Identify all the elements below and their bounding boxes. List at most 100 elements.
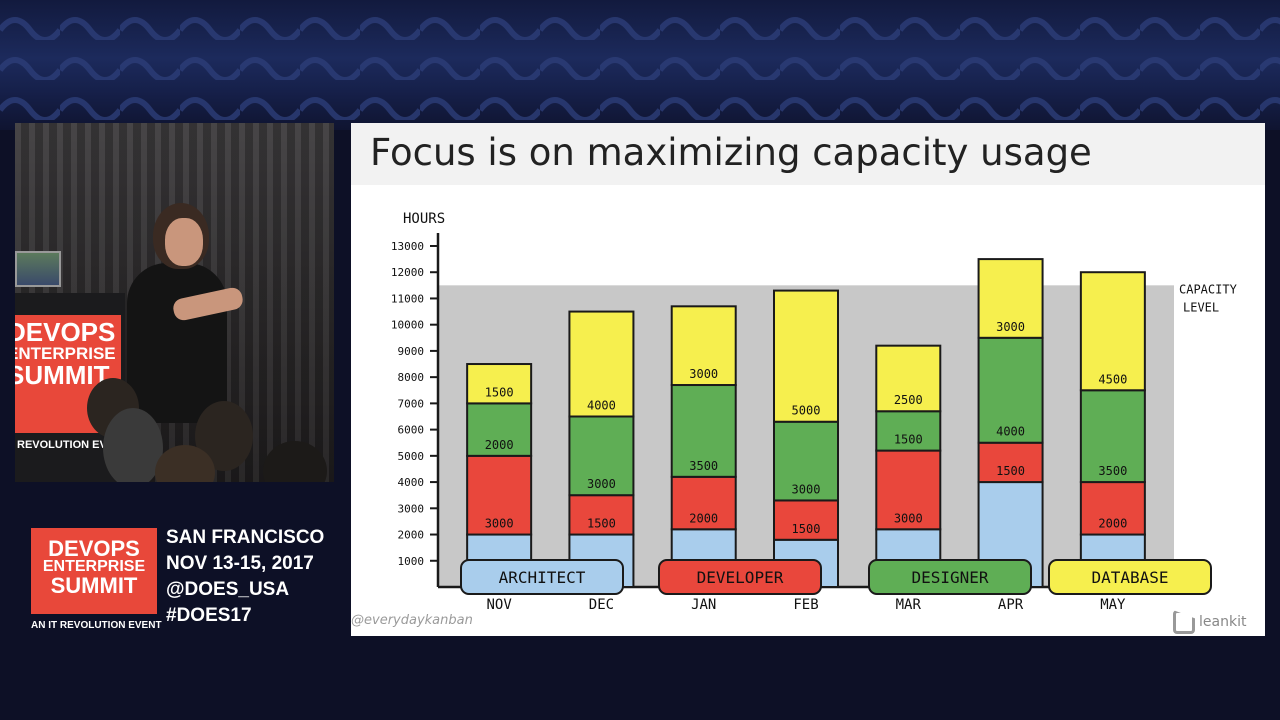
y-tick-label: 3000 — [398, 502, 425, 515]
legend-label: DESIGNER — [911, 568, 988, 587]
bar-value-label: 4000 — [587, 398, 616, 412]
x-tick-label: DEC — [589, 597, 614, 610]
audience-head — [263, 441, 327, 482]
bar-value-label: 4000 — [996, 425, 1025, 439]
leankit-wordmark: leankit — [1199, 614, 1247, 630]
bar-segment — [670, 384, 737, 478]
podium-sign-line: SUMMIT — [15, 360, 110, 390]
logo-line: ENTERPRISE — [42, 558, 146, 575]
slide-credit: @everydaykanban — [351, 613, 473, 628]
bar-value-label: 3000 — [485, 517, 514, 531]
y-tick-label: 6000 — [398, 424, 425, 437]
background-waves — [0, 0, 1280, 130]
bar-value-label: 3000 — [894, 511, 923, 525]
speaker-body — [127, 263, 227, 423]
bar-value-label: 3500 — [1098, 464, 1127, 478]
podium-event-text: REVOLUTION EVE — [15, 435, 121, 457]
bar-segment — [670, 305, 737, 387]
bar-segment — [466, 363, 533, 405]
bar-segment — [875, 449, 942, 531]
y-tick-label: 7000 — [398, 397, 425, 410]
logo-line: DEVOPS — [48, 536, 140, 561]
bar-segment — [875, 410, 942, 452]
slide-title-bar: Focus is on maximizing capacity usage — [351, 123, 1265, 185]
bar-value-label: 3000 — [587, 477, 616, 491]
conference-city: SAN FRANCISCO — [166, 527, 325, 548]
speaker-face — [165, 218, 203, 266]
bar-value-label: 2000 — [1098, 517, 1127, 531]
bar-value-label: 5000 — [792, 404, 821, 418]
y-tick-label: 4000 — [398, 476, 425, 489]
stacked-bar-chart: HOURS 1000 2000 3000 4000 5000 6000 7000 8000 900… — [391, 211, 1238, 610]
conference-logo: DEVOPS ENTERPRISE SUMMIT — [31, 528, 157, 614]
bar-segment — [670, 475, 737, 531]
y-tick-label: 1000 — [398, 555, 425, 568]
y-tick-label: 9000 — [398, 345, 425, 358]
legend-label: DEVELOPER — [697, 568, 784, 587]
bar-value-label: 3000 — [792, 482, 821, 496]
bar-value-label: 3000 — [996, 320, 1025, 334]
bar-segment — [773, 289, 839, 423]
conference-handle: @DOES_USA — [166, 579, 290, 600]
bar-segment — [466, 454, 533, 536]
bar-value-label: 1500 — [485, 385, 514, 399]
bar-segment — [977, 258, 1044, 339]
legend-swatch — [1048, 559, 1212, 595]
bar-segment — [1079, 271, 1146, 392]
legend-swatch — [460, 559, 624, 595]
bar-value-label: 1500 — [996, 464, 1025, 478]
x-tick-label: MAY — [1100, 597, 1126, 610]
audience-head — [103, 408, 163, 482]
podium-sign-line: DEVOPS — [15, 317, 116, 347]
bar-segment — [977, 336, 1044, 444]
bar-segment — [875, 344, 942, 413]
bar-value-label: 2500 — [894, 393, 923, 407]
bar-segment — [773, 420, 839, 502]
bar-segment — [568, 494, 635, 536]
bar-value-label: 1500 — [894, 433, 923, 447]
x-tick-label: NOV — [486, 597, 512, 610]
presentation-slide: Focus is on maximizing capacity usage HO… — [351, 123, 1265, 636]
y-tick-label: 11000 — [391, 292, 424, 305]
legend-label: ARCHITECT — [499, 568, 586, 587]
y-tick-label: 8000 — [398, 371, 425, 384]
bar-segment — [568, 310, 635, 418]
leankit-icon — [1173, 610, 1195, 634]
bar-value-label: 3000 — [689, 367, 718, 381]
speaker-video: DEVOPS ENTERPRISE SUMMIT REVOLUTION EVE — [15, 123, 334, 482]
y-tick-label: 5000 — [398, 450, 425, 463]
bar-segment — [977, 441, 1044, 484]
bar-value-label: 2000 — [689, 511, 718, 525]
legend-swatch — [868, 559, 1032, 595]
bar-segment — [1079, 389, 1146, 484]
laptop-image — [15, 251, 61, 287]
bar-segment — [466, 402, 533, 457]
bar-value-label: 3500 — [689, 459, 718, 473]
y-tick-label: 10000 — [391, 319, 424, 332]
legend-label: DATABASE — [1091, 568, 1168, 587]
bar-value-label: 2000 — [485, 438, 514, 452]
y-tick-label: 12000 — [391, 266, 424, 279]
bar-segment — [568, 415, 635, 497]
conference-hashtag: #DOES17 — [166, 605, 252, 626]
conference-info: SAN FRANCISCO NOV 13-15, 2017 @DOES_USA … — [166, 525, 324, 629]
logo-line: SUMMIT — [50, 573, 138, 598]
capacity-label: CAPACITY — [1179, 282, 1238, 296]
x-tick-label: JAN — [691, 597, 716, 610]
bar-value-label: 1500 — [792, 522, 821, 536]
y-tick-label: 2000 — [398, 529, 425, 542]
x-tick-label: MAR — [896, 597, 922, 610]
capacity-label: LEVEL — [1183, 300, 1219, 314]
leankit-logo: leankit — [1173, 610, 1246, 634]
bar-segment — [773, 499, 839, 541]
conference-dates: NOV 13-15, 2017 — [166, 553, 314, 574]
audience-head — [155, 445, 215, 482]
wave-pattern — [0, 0, 1280, 130]
y-axis-label: HOURS — [403, 211, 445, 227]
y-tick-label: 13000 — [391, 240, 424, 253]
slide-title: Focus is on maximizing capacity usage — [370, 131, 1092, 174]
bar-segment — [1079, 481, 1146, 536]
x-tick-label: APR — [998, 597, 1024, 610]
logo-event-text: AN IT REVOLUTION EVENT — [31, 620, 162, 631]
podium-sign-line: ENTERPRISE — [15, 344, 116, 363]
